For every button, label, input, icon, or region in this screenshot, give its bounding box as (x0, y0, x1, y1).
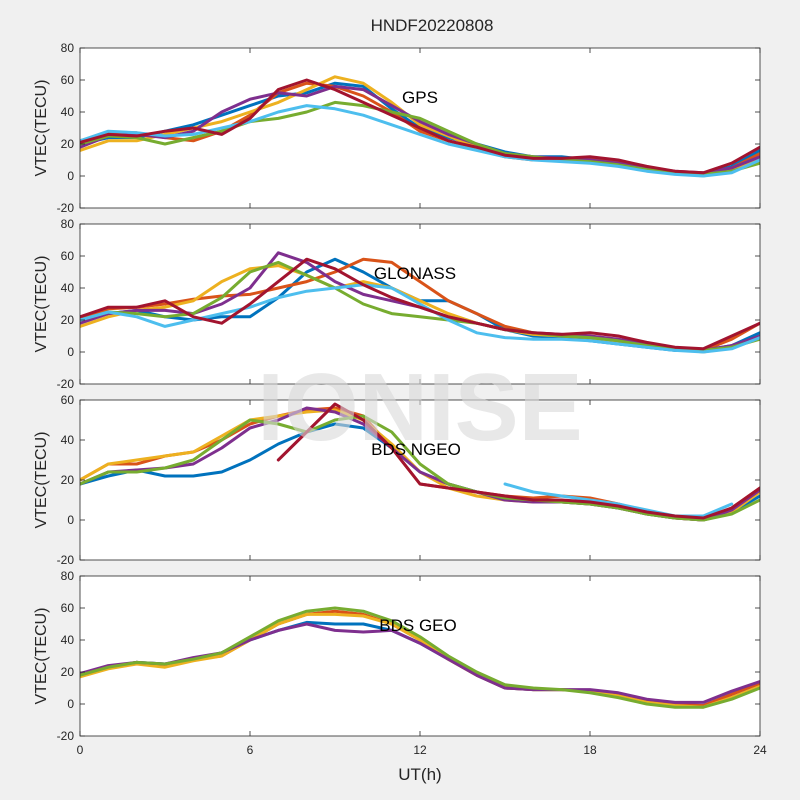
y-tick-label: 0 (67, 697, 74, 711)
y-tick-label: 0 (67, 169, 74, 183)
series-line-5 (80, 283, 760, 354)
y-tick-label: 40 (61, 433, 75, 447)
series-line-6 (80, 78, 760, 175)
series-line-3 (80, 84, 760, 175)
series-group (80, 402, 760, 522)
y-tick-label: 0 (67, 513, 74, 527)
y-tick-label: 20 (61, 665, 75, 679)
y-tick-label: -20 (57, 729, 75, 743)
y-tick-label: 40 (61, 105, 75, 119)
panel-label: GLONASS (374, 264, 456, 283)
y-tick-label: 0 (67, 345, 74, 359)
panel-0: -20 0 20 40 60 80 VTEC(TECU) GPS (33, 41, 761, 215)
series-line-2 (80, 612, 760, 709)
y-tick-label: -20 (57, 553, 75, 567)
series-line-4 (80, 414, 760, 522)
series-group (80, 251, 760, 354)
figure-title: HNDF20220808 (371, 16, 494, 35)
series-group (80, 75, 760, 178)
y-tick-label: -20 (57, 201, 75, 215)
y-tick-label: 40 (61, 633, 75, 647)
y-tick-label: 60 (61, 249, 75, 263)
y-tick-label: 20 (61, 313, 75, 327)
y-tick-label: 80 (61, 217, 75, 231)
x-tick-label: 12 (413, 743, 427, 757)
series-line-4 (80, 100, 760, 176)
watermark-text: IONISE (257, 354, 582, 461)
series-line-6 (276, 402, 760, 520)
panel-label: BDS NGEO (371, 440, 461, 459)
plot-area (80, 576, 760, 736)
x-tick-label: 6 (247, 743, 254, 757)
series-line-5 (80, 104, 760, 178)
y-axis-label: VTEC(TECU) (33, 80, 50, 177)
series-line-3 (80, 622, 760, 704)
y-tick-label: 60 (61, 393, 75, 407)
series-line-6 (80, 257, 760, 351)
panel-1: -20 0 20 40 60 80 VTEC(TECU) GLONASS (33, 217, 761, 391)
y-axis-label: VTEC(TECU) (33, 608, 50, 705)
x-axis-label: UT(h) (398, 765, 441, 784)
series-line-4 (80, 606, 760, 709)
plot-area (80, 400, 760, 560)
x-tick-label: 18 (583, 743, 597, 757)
y-axis-label: VTEC(TECU) (33, 432, 50, 529)
y-tick-label: 20 (61, 473, 75, 487)
series-group (80, 606, 760, 709)
panel-2: -20 0 20 40 60 VTEC(TECU) BDS NGEO (33, 393, 761, 567)
y-tick-label: 80 (61, 569, 75, 583)
panel-label: GPS (402, 88, 438, 107)
x-tick-label: 24 (753, 743, 767, 757)
y-axis-label: VTEC(TECU) (33, 256, 50, 353)
series-line-4 (80, 260, 760, 352)
y-tick-label: 20 (61, 137, 75, 151)
x-tick-label: 0 (77, 743, 84, 757)
y-tick-label: 80 (61, 41, 75, 55)
panel-label: BDS GEO (379, 616, 456, 635)
y-tick-label: 60 (61, 601, 75, 615)
y-tick-label: 60 (61, 73, 75, 87)
y-tick-label: 40 (61, 281, 75, 295)
y-tick-label: -20 (57, 377, 75, 391)
